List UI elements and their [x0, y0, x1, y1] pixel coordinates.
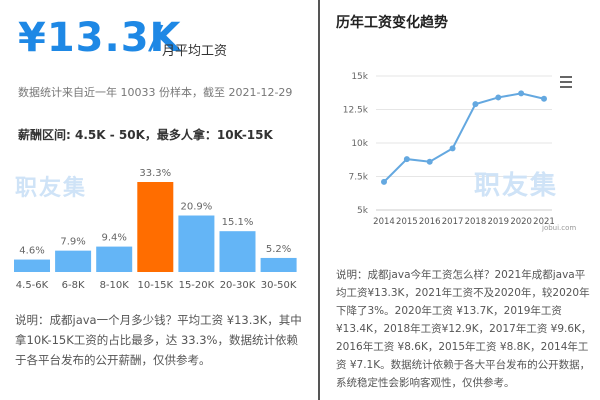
category-label: 6-8K [62, 280, 85, 291]
bar-30-50K [260, 257, 297, 272]
salary-unit: 月平均工资 [162, 44, 228, 59]
bar-4.5-6K [14, 259, 50, 272]
trend-title: 历年工资变化趋势 [336, 15, 448, 31]
panel-divider [318, 0, 320, 400]
point-2015 [403, 156, 410, 163]
salary-range: 薪酬区间: 4.5K - 50K，最多人拿：10K-15K [18, 128, 273, 142]
point-2014 [381, 178, 387, 185]
bar-8-10K [96, 246, 133, 272]
x-tick-label: 2015 [396, 217, 418, 227]
category-label: 20-30K [220, 280, 256, 291]
y-tick-label: 15k [351, 72, 368, 82]
category-label: 8-10K [100, 280, 130, 291]
sample-meta: 数据统计来自近一年 10033 份样本，截至 2021-12-29 [18, 86, 293, 99]
x-tick-label: 2020 [510, 217, 532, 227]
watermark-right: 职友集 [474, 171, 559, 201]
point-2018 [472, 101, 479, 108]
category-label: 30-50K [261, 280, 297, 291]
x-tick-label: 2019 [487, 217, 509, 227]
point-2020 [518, 90, 525, 97]
salary-distribution-chart: 4.6% 4.5-6K 7.9% 6-8K 9.4% 8-10K 33.3% 10-15K 20… [14, 168, 297, 291]
y-tick-label: 7.5k [348, 173, 368, 183]
watermark: 职友集 [15, 176, 88, 201]
y-tick-label: 12.5k [343, 106, 369, 116]
bar-20-30K [219, 231, 256, 272]
bar-6-8K [55, 250, 92, 272]
bar-10-15K [137, 182, 174, 272]
watermark-url: jobui.com [542, 224, 577, 232]
point-2021 [541, 95, 547, 102]
trend-note: 说明：成都java今年工资怎么样？2021年成都java平均工资¥13.3K，2… [336, 269, 592, 389]
y-tick-label: 5k [357, 206, 369, 216]
bar-value-label: 9.4% [101, 233, 126, 244]
bar-value-label: 20.9% [181, 202, 213, 213]
salary-panel: ¥13.3K / 月平均工资 数据统计来自近一年 10033 份样本，截至 20… [14, 15, 302, 367]
category-label: 15-20K [179, 280, 215, 291]
distribution-note: 说明：成都java一个月多少钱？平均工资 ¥13.3K，其中拿10K-15K工资… [15, 313, 302, 367]
bar-value-label: 33.3% [139, 168, 171, 179]
x-tick-label: 2017 [442, 217, 464, 227]
point-2017 [449, 145, 456, 152]
bar-value-label: 15.1% [222, 217, 254, 228]
x-tick-label: 2021 [533, 217, 555, 227]
y-tick-label: 10k [351, 139, 368, 149]
bar-15-20K [178, 215, 215, 272]
average-salary: ¥13.3K [18, 15, 182, 61]
trend-line [383, 92, 545, 183]
salary-trend-chart: 5k 7.5k 10k 12.5k 15k 2014 2015 2016 2017 2018 201… [343, 72, 555, 227]
x-tick-label: 2016 [419, 217, 441, 227]
point-2016 [426, 158, 433, 165]
bar-value-label: 7.9% [60, 237, 85, 248]
category-label: 4.5-6K [16, 280, 49, 291]
menu-icon[interactable] [560, 76, 572, 88]
bar-value-label: 5.2% [266, 244, 291, 255]
trend-panel: 历年工资变化趋势 5k 7.5k 10k 12.5k 15k 2014 2015 2016 20… [320, 0, 600, 400]
x-tick-label: 2018 [465, 217, 487, 227]
bar-value-label: 4.6% [19, 246, 44, 257]
category-label: 10-15K [137, 280, 173, 291]
x-tick-label: 2014 [373, 217, 395, 227]
point-2019 [495, 94, 502, 101]
